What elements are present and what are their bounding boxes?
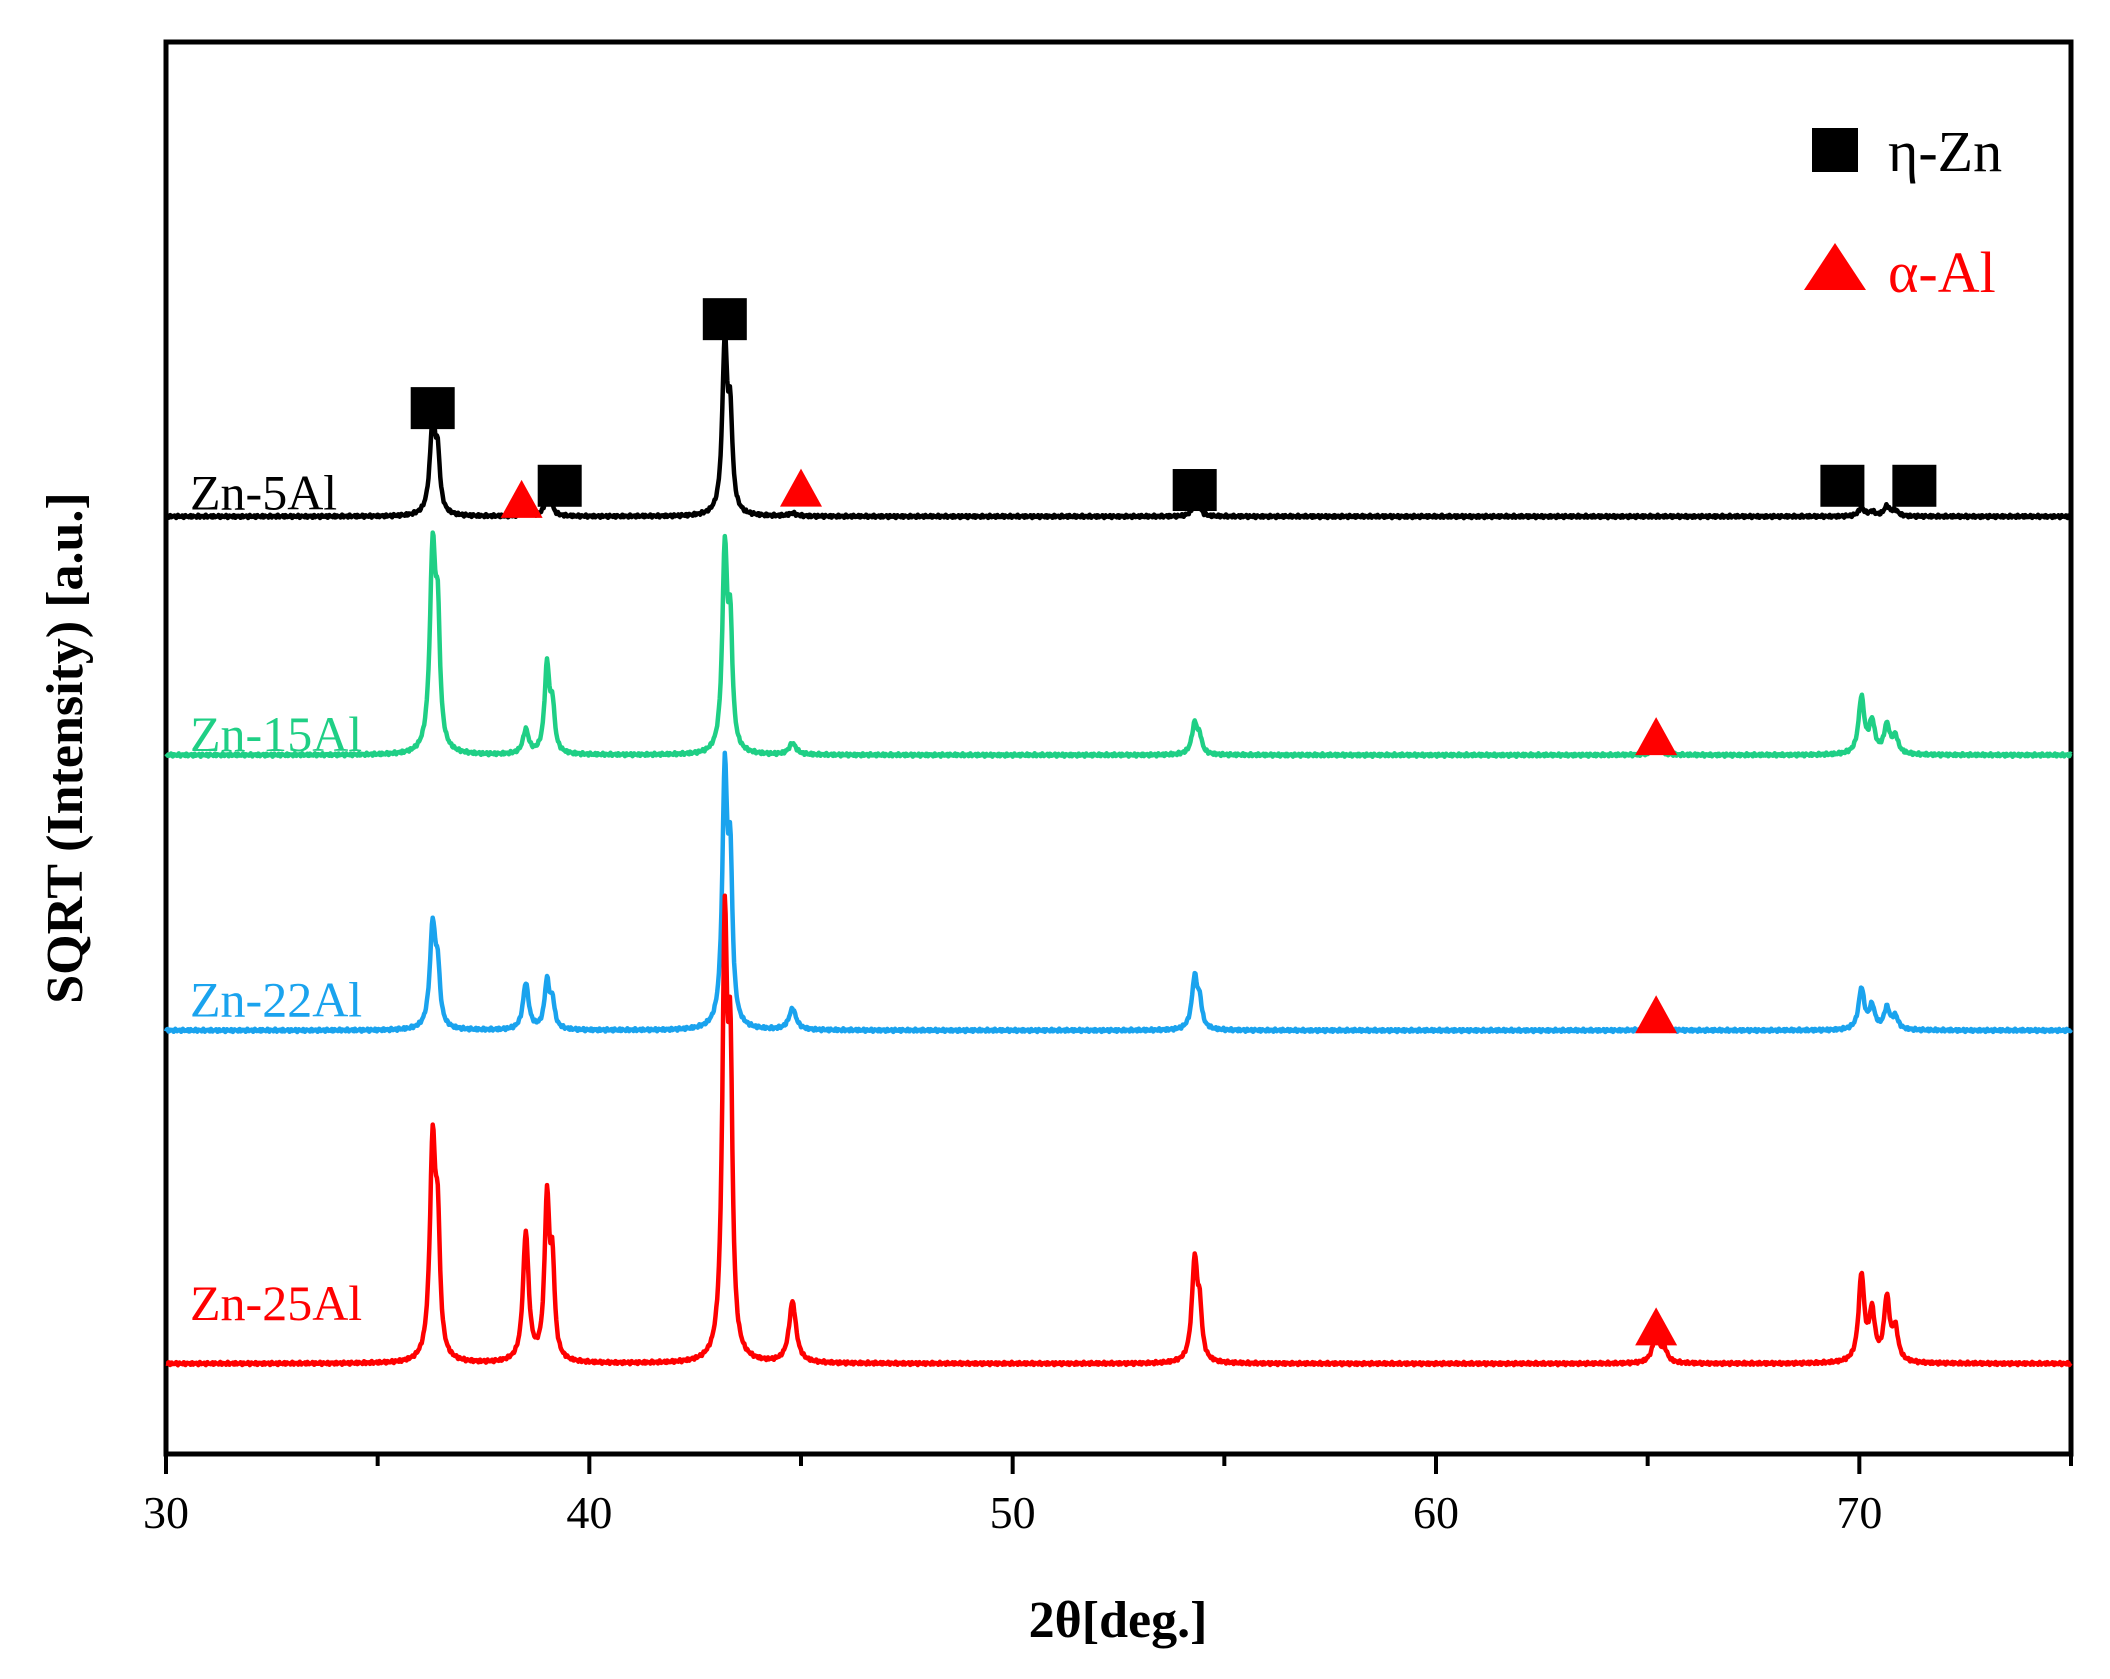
legend: η-Zn α-Al <box>1804 119 2002 305</box>
alpha-al-marker <box>1635 995 1678 1034</box>
x-tick-label: 40 <box>566 1487 612 1538</box>
x-axis-title: 2θ[deg.] <box>1029 1592 1208 1649</box>
plot-frame <box>163 39 2074 1457</box>
eta-zn-marker <box>702 298 747 341</box>
series-line-zn-5al <box>164 327 2073 521</box>
alpha-al-marker <box>1635 717 1678 756</box>
legend-label-alpha-al: α-Al <box>1888 240 1996 305</box>
eta-zn-marker <box>1892 464 1937 507</box>
series-label: Zn-5Al <box>190 464 337 520</box>
x-axis-ticks: 30 40 50 60 70 <box>143 1454 2073 1538</box>
series-labels: Zn-5Al Zn-15Al Zn-22Al Zn-25Al <box>190 464 362 1330</box>
alpha-al-marker <box>500 479 543 518</box>
eta-zn-marker <box>410 387 455 430</box>
eta-zn-marker <box>1820 464 1865 507</box>
eta-zn-marker <box>537 464 582 507</box>
legend-label-eta-zn: η-Zn <box>1888 119 2002 184</box>
series-label: Zn-15Al <box>190 706 362 762</box>
x-tick-label: 50 <box>990 1487 1036 1538</box>
legend-square-marker <box>1812 128 1858 172</box>
series-line-zn-22al <box>163 750 2073 1035</box>
series-line-zn-15al <box>164 530 2073 759</box>
phase-markers <box>410 298 1937 1346</box>
y-axis-title: SQRT (Intensity) [a.u.] <box>37 492 94 1004</box>
eta-zn-marker <box>1172 469 1217 512</box>
legend-triangle-marker <box>1804 243 1866 290</box>
series-label: Zn-22Al <box>190 971 362 1027</box>
series-layer <box>163 327 2073 1368</box>
series-line-zn-25al <box>164 893 2073 1368</box>
x-tick-label: 60 <box>1413 1487 1459 1538</box>
x-tick-label: 30 <box>143 1487 189 1538</box>
alpha-al-marker <box>780 468 822 507</box>
alpha-al-marker <box>1635 1307 1678 1346</box>
series-label: Zn-25Al <box>190 1275 362 1331</box>
x-tick-label: 70 <box>1836 1487 1882 1538</box>
